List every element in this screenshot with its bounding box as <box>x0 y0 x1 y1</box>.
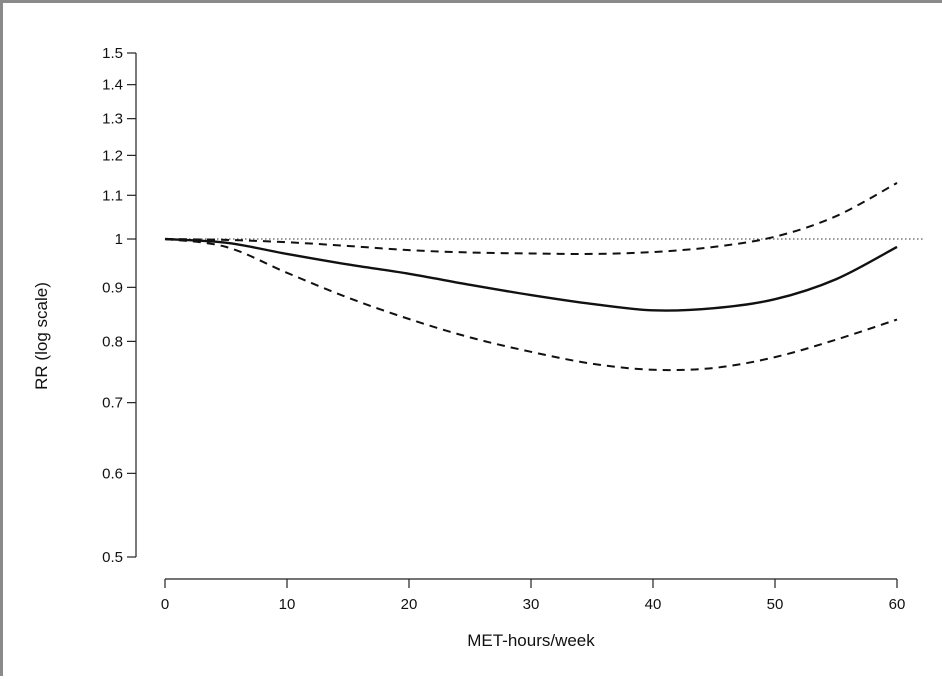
x-tick-label: 50 <box>767 596 784 613</box>
y-tick-label: 0.7 <box>102 395 123 412</box>
upper-ci-line <box>164 182 898 255</box>
y-tick-label: 1.2 <box>102 147 123 164</box>
y-tick-label: 0.9 <box>102 279 123 296</box>
x-tick-label: 30 <box>523 596 540 613</box>
y-tick-label: 0.5 <box>102 549 123 566</box>
rr-chart: 0.5 0.6 0.7 0.8 0.9 1 1.1 1.2 1.3 1.4 1.5 0 10 20 30 4… <box>32 45 925 650</box>
y-tick-label: 1.3 <box>102 111 123 128</box>
y-axis-title: RR (log scale) <box>32 282 51 390</box>
y-tick-label: 1.5 <box>102 45 123 62</box>
y-tick-label: 1 <box>115 231 123 248</box>
y-tick-label: 1.1 <box>102 187 123 204</box>
estimate-line <box>164 237 898 312</box>
x-tick-label: 0 <box>161 596 169 613</box>
x-tick-label: 20 <box>401 596 418 613</box>
y-axis: 0.5 0.6 0.7 0.8 0.9 1 1.1 1.2 1.3 1.4 1.5 <box>102 45 137 566</box>
y-tick-label: 0.6 <box>102 465 123 482</box>
x-tick-label: 60 <box>889 596 906 613</box>
y-tick-label: 1.4 <box>102 77 123 94</box>
y-tick-label: 0.8 <box>102 333 123 350</box>
x-axis-title: MET-hours/week <box>467 631 595 650</box>
lower-ci-line <box>164 238 898 372</box>
x-tick-label: 40 <box>645 596 662 613</box>
x-tick-label: 10 <box>279 596 296 613</box>
x-axis: 0 10 20 30 40 50 60 <box>161 578 906 613</box>
series-layer <box>164 182 898 372</box>
